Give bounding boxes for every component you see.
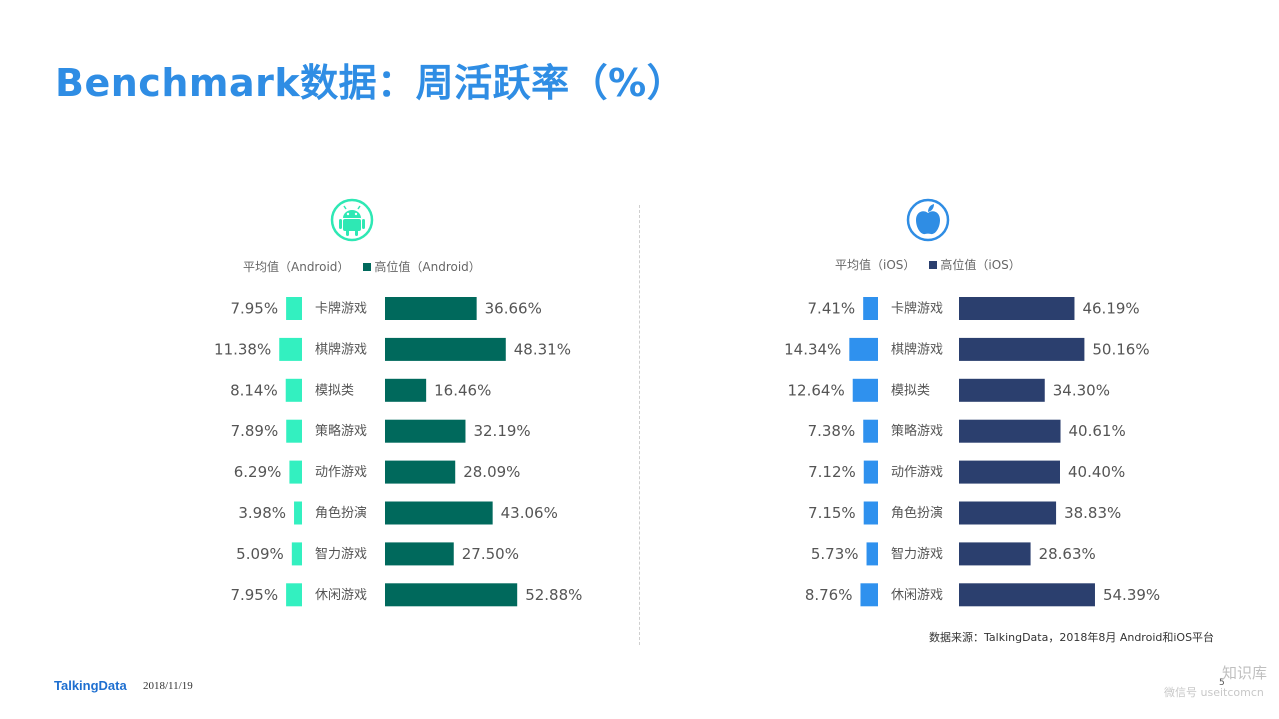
ios-avg-label: 12.64%	[788, 381, 845, 399]
android-avg-label: 3.98%	[238, 504, 286, 522]
ios-category-label: 棋牌游戏	[891, 341, 943, 357]
android-avg-label: 8.14%	[230, 381, 278, 399]
android-high-bar	[385, 460, 456, 484]
ios-avg-label: 7.41%	[808, 300, 856, 318]
ios-category-label: 卡牌游戏	[891, 301, 943, 317]
android-category-label: 角色扮演	[315, 505, 367, 521]
android-high-label: 32.19%	[473, 422, 530, 440]
android-category-label: 策略游戏	[315, 423, 367, 439]
android-avg-label: 5.09%	[236, 545, 284, 563]
legend-swatch-ios-high	[929, 260, 938, 269]
data-source: 数据来源：TalkingData，2018年8月 Android和iOS平台	[929, 631, 1215, 644]
android-avg-label: 6.29%	[234, 463, 282, 481]
watermark-sub: 微信号 useitcomcn	[1164, 686, 1264, 699]
legend-label-android-avg: 平均值（Android）	[243, 260, 350, 274]
android-avg-bar	[285, 378, 302, 402]
ios-high-bar	[959, 297, 1075, 320]
android-high-label: 36.66%	[485, 300, 542, 318]
talkingdata-logo: TalkingData	[54, 678, 127, 693]
ios-high-bar	[959, 460, 1060, 484]
ios-avg-bar	[863, 419, 878, 443]
ios-avg-bar	[860, 583, 878, 607]
ios-avg-label: 7.15%	[808, 504, 856, 522]
ios-high-bar	[959, 337, 1085, 361]
ios-high-label: 28.63%	[1039, 545, 1096, 563]
ios-high-label: 40.61%	[1069, 422, 1126, 440]
android-avg-bar	[286, 583, 302, 607]
divider	[639, 205, 640, 645]
ios-high-label: 50.16%	[1092, 340, 1149, 358]
android-category-label: 棋牌游戏	[315, 341, 367, 357]
android-avg-bar	[294, 501, 302, 525]
android-avg-label: 7.89%	[231, 422, 279, 440]
android-avg-bar	[279, 337, 302, 361]
ios-high-label: 46.19%	[1082, 300, 1139, 318]
ios-avg-bar	[863, 297, 878, 320]
ios-high-bar	[959, 378, 1045, 402]
ios-avg-label: 7.12%	[808, 463, 856, 481]
ios-category-label: 休闲游戏	[891, 588, 943, 603]
ios-category-label: 模拟类	[891, 383, 930, 398]
ios-avg-label: 8.76%	[805, 586, 853, 604]
android-avg-bar	[291, 542, 302, 566]
android-high-bar	[385, 419, 466, 443]
ios-category-label: 动作游戏	[891, 465, 943, 480]
android-high-bar	[385, 297, 477, 320]
android-high-bar	[385, 542, 454, 566]
android-avg-label: 7.95%	[230, 300, 278, 318]
android-high-label: 48.31%	[514, 340, 571, 358]
ios-high-label: 38.83%	[1064, 504, 1121, 522]
ios-avg-bar	[849, 337, 878, 361]
legend-android: 平均值（Android） 高位值（Android）	[243, 258, 481, 275]
android-category-label: 模拟类	[315, 383, 354, 398]
page-number: 5	[1219, 678, 1225, 688]
ios-avg-label: 14.34%	[784, 340, 841, 358]
ios-category-label: 角色扮演	[891, 505, 943, 521]
android-category-label: 动作游戏	[315, 465, 367, 480]
android-high-bar	[385, 501, 493, 525]
legend-swatch-android-high	[363, 262, 372, 271]
android-high-label: 52.88%	[525, 586, 582, 604]
android-category-label: 卡牌游戏	[315, 301, 367, 317]
android-avg-bar	[286, 297, 302, 320]
android-avg-label: 7.95%	[230, 586, 278, 604]
android-category-label: 智力游戏	[315, 547, 367, 562]
legend-ios: 平均值（iOS） 高位值（iOS）	[835, 256, 1021, 273]
apple-icon	[906, 198, 950, 246]
android-avg-bar	[289, 460, 302, 484]
android-avg-label: 11.38%	[214, 340, 271, 358]
legend-label-android-high: 高位值（Android）	[374, 260, 481, 274]
ios-high-label: 54.39%	[1103, 586, 1160, 604]
android-avg-bar	[286, 419, 302, 443]
ios-high-bar	[959, 419, 1061, 443]
legend-label-ios-high: 高位值（iOS）	[940, 258, 1021, 272]
watermark-name: 知识库	[1222, 664, 1268, 682]
ios-high-bar	[959, 583, 1095, 607]
ios-avg-bar	[863, 460, 878, 484]
android-icon	[330, 198, 374, 246]
android-high-bar	[385, 337, 506, 361]
android-category-label: 休闲游戏	[315, 588, 367, 603]
page-title: Benchmark数据：周活跃率（%）	[55, 61, 686, 105]
ios-avg-label: 7.38%	[808, 422, 856, 440]
android-high-bar	[385, 378, 427, 402]
footer-date: 2018/11/19	[143, 680, 193, 692]
android-high-label: 28.09%	[463, 463, 520, 481]
ios-category-label: 策略游戏	[891, 423, 943, 439]
ios-category-label: 智力游戏	[891, 547, 943, 562]
android-high-label: 43.06%	[501, 504, 558, 522]
android-high-bar	[385, 583, 518, 607]
ios-high-bar	[959, 501, 1057, 525]
ios-avg-bar	[866, 542, 878, 566]
legend-label-ios-avg: 平均值（iOS）	[835, 258, 916, 272]
ios-avg-bar	[863, 501, 878, 525]
ios-high-bar	[959, 542, 1031, 566]
android-high-label: 27.50%	[462, 545, 519, 563]
ios-high-label: 40.40%	[1068, 463, 1125, 481]
ios-high-label: 34.30%	[1053, 381, 1110, 399]
android-high-label: 16.46%	[434, 381, 491, 399]
ios-avg-label: 5.73%	[811, 545, 859, 563]
ios-avg-bar	[852, 378, 878, 402]
